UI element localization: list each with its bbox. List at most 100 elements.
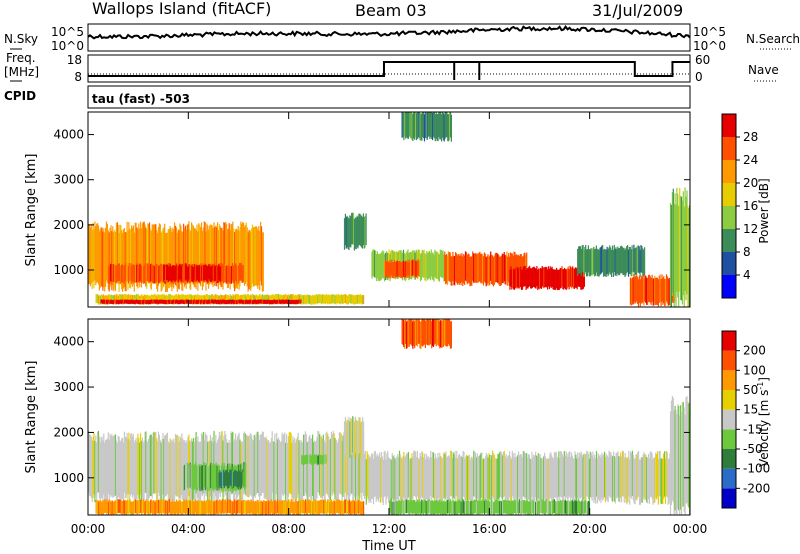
scatter-region-5 — [612, 456, 614, 502]
scatter-region-11 — [647, 274, 650, 302]
scatter-region-1 — [146, 263, 148, 282]
scatter-region-5 — [412, 457, 414, 503]
scatter-region-3 — [227, 294, 230, 304]
scatter-region-1 — [158, 265, 160, 284]
scatter-region-1 — [117, 264, 120, 282]
scatter-region-0 — [173, 229, 175, 289]
scatter-region-7 — [518, 501, 520, 515]
scatter-region-7 — [517, 499, 519, 514]
scatter-region-0 — [226, 229, 229, 289]
scatter-region-9 — [516, 267, 518, 288]
scatter-region-9 — [441, 320, 443, 348]
scatter-region-4 — [114, 299, 117, 304]
scatter-region-7 — [476, 500, 478, 515]
scatter-region-0 — [175, 227, 177, 287]
scatter-region-4 — [346, 500, 349, 514]
scatter-region-4 — [217, 299, 220, 304]
scatter-region-0 — [122, 232, 124, 292]
scatter-region-5 — [427, 455, 429, 502]
scatter-region-7 — [554, 501, 556, 515]
scatter-region-7 — [470, 500, 472, 515]
scatter-region-11 — [665, 278, 667, 306]
scatter-region-7 — [552, 499, 555, 514]
scatter-region-8 — [484, 253, 486, 283]
scatter-region-6 — [428, 251, 430, 279]
scatter-region-0 — [315, 440, 317, 502]
scatter-region-3 — [283, 294, 285, 304]
scatter-region-5 — [352, 212, 355, 245]
scatter-region-3 — [311, 295, 313, 305]
scatter-region-3 — [196, 294, 198, 304]
scatter-region-5 — [564, 455, 566, 501]
scatter-region-5 — [467, 455, 469, 501]
scatter-region-1 — [126, 263, 129, 282]
scatter-region-4 — [262, 500, 264, 514]
scatter-region-9 — [558, 269, 560, 290]
scatter-region-4 — [205, 300, 207, 305]
scatter-region-4 — [266, 501, 268, 515]
scatter-region-0 — [343, 432, 345, 494]
scatter-region-5 — [613, 456, 616, 502]
scatter-region-9 — [532, 266, 534, 288]
scatter-region-10 — [640, 245, 642, 273]
scatter-region-8 — [453, 255, 455, 286]
frequency-panel: Freq. [MHz] 18 8 60 0 Nave — [4, 51, 779, 84]
scatter-region-3 — [203, 295, 205, 305]
scatter-region-7 — [385, 261, 387, 278]
scatter-region-0 — [158, 434, 160, 496]
scatter-region-0 — [134, 222, 136, 282]
scatter-region-3 — [277, 294, 279, 303]
scatter-region-5 — [406, 453, 409, 500]
scatter-region-0 — [337, 443, 339, 505]
scatter-region-7 — [439, 499, 441, 513]
scatter-region-0 — [363, 434, 365, 496]
scatter-region-0 — [359, 436, 361, 498]
scatter-region-1 — [235, 263, 237, 282]
scatter-region-4 — [283, 500, 285, 514]
scatter-region-4 — [115, 300, 117, 305]
scatter-region-6 — [376, 251, 378, 279]
colorbar-swatch — [722, 488, 736, 508]
scatter-region-4 — [331, 501, 333, 515]
scatter-region-5 — [402, 456, 404, 502]
scatter-region-5 — [521, 456, 523, 503]
scatter-region-8 — [494, 253, 496, 283]
scatter-region-3 — [357, 294, 359, 304]
scatter-region-9 — [450, 321, 452, 349]
scatter-region-5 — [503, 451, 505, 497]
scatter-region-0 — [323, 440, 325, 502]
scatter-region-4 — [249, 299, 251, 304]
scatter-region-13 — [440, 112, 442, 140]
scatter-region-7 — [411, 500, 413, 515]
scatter-region-7 — [585, 499, 587, 514]
scatter-region-9 — [564, 267, 566, 289]
scatter-region-4 — [165, 299, 168, 304]
scatter-region-8 — [679, 415, 681, 515]
colorbar-tick-label: 12 — [743, 222, 758, 236]
scatter-region-7 — [413, 259, 415, 276]
scatter-region-3 — [179, 294, 181, 304]
scatter-region-0 — [335, 439, 337, 502]
scatter-region-8 — [471, 256, 473, 286]
scatter-region-0 — [110, 435, 112, 498]
scatter-region-0 — [201, 231, 203, 291]
scatter-region-4 — [285, 299, 287, 304]
scatter-region-5 — [450, 450, 452, 497]
scatter-region-4 — [130, 300, 132, 305]
scatter-region-5 — [643, 451, 645, 498]
scatter-region-5 — [372, 458, 375, 505]
scatter-region-2 — [193, 266, 195, 283]
scatter-region-7 — [422, 500, 424, 514]
scatter-region-13 — [413, 112, 415, 139]
x-tick-label: 12:00 — [372, 522, 407, 536]
scatter-region-7 — [401, 262, 403, 279]
scatter-region-5 — [629, 459, 631, 505]
scatter-region-3 — [319, 455, 321, 465]
scatter-region-0 — [355, 442, 357, 504]
scatter-region-3 — [358, 294, 360, 304]
scatter-region-6 — [347, 420, 349, 457]
scatter-region-4 — [294, 299, 296, 304]
scatter-region-0 — [254, 226, 256, 286]
scatter-region-4 — [192, 500, 194, 515]
scatter-region-0 — [127, 438, 129, 500]
